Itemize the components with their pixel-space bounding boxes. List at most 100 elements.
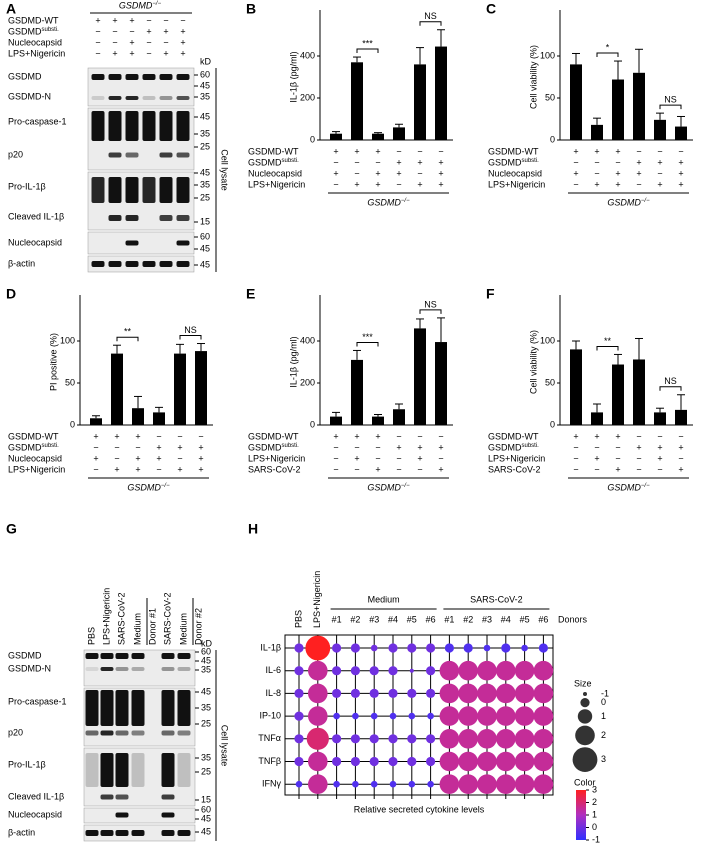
superscript: −/− — [152, 1, 161, 7]
significance-bracket — [356, 48, 379, 54]
blot-band — [115, 667, 129, 671]
dot — [514, 683, 535, 704]
sign: + — [135, 431, 140, 441]
blot-band — [159, 74, 173, 80]
kd-unit: kD — [200, 56, 212, 66]
dot — [294, 711, 304, 721]
blot-band — [159, 261, 173, 267]
dot — [370, 780, 378, 788]
legend-dot — [572, 747, 598, 772]
sign: + — [333, 168, 338, 178]
significance-bracket — [356, 341, 379, 347]
blot-band — [125, 261, 139, 267]
kd-marker: 35 — [201, 702, 211, 712]
condition-label: LPS+Nigericin — [8, 464, 65, 474]
blot-label: β-actin — [8, 258, 35, 268]
blot-band — [91, 111, 105, 141]
bar — [351, 359, 363, 425]
blot-band — [142, 111, 156, 141]
significance-bracket — [419, 309, 442, 314]
dot — [352, 712, 359, 720]
sign: − — [114, 453, 119, 463]
legend-label: 0 — [601, 697, 606, 707]
sign: − — [417, 168, 422, 178]
dot — [426, 734, 436, 744]
sign: − — [657, 168, 662, 178]
significance-label: NS — [424, 11, 437, 21]
sign: − — [396, 431, 401, 441]
y-axis-label: IL-1β (pg/ml) — [288, 51, 298, 102]
condition-label: GSDMDsubsti. — [8, 442, 59, 452]
sign: + — [636, 442, 641, 452]
blot-band — [177, 653, 191, 659]
sign: + — [375, 431, 380, 441]
bar — [351, 62, 363, 140]
dot — [407, 688, 417, 699]
dot — [533, 683, 554, 704]
blot-band — [115, 690, 129, 726]
dot — [427, 780, 434, 788]
blot-band — [161, 794, 175, 800]
dot — [294, 734, 304, 744]
dot — [350, 688, 360, 699]
dot — [496, 774, 516, 794]
dot — [458, 683, 479, 704]
legend-label: 0 — [592, 822, 597, 832]
sign: + — [615, 168, 620, 178]
bar — [675, 126, 687, 140]
sign: − — [129, 26, 134, 36]
sign: + — [594, 431, 599, 441]
lane-label: SARS-CoV-2 — [162, 592, 172, 645]
blot-label: Pro-IL-1β — [8, 759, 46, 769]
sign: + — [657, 157, 662, 167]
sign: + — [354, 179, 359, 189]
sign: − — [615, 157, 620, 167]
blot-band — [108, 152, 122, 158]
significance-label: NS — [664, 94, 677, 104]
column-label: LPS+Nigericin — [312, 571, 322, 628]
dot — [350, 756, 360, 767]
blot-label: Pro-IL-1β — [8, 181, 46, 191]
sign: − — [333, 179, 338, 189]
blot-band — [159, 177, 173, 203]
blot-label: GSDMD — [8, 650, 42, 660]
sign: + — [129, 37, 134, 47]
blot-label: p20 — [8, 149, 23, 159]
dot — [477, 660, 497, 681]
blot-band — [85, 653, 99, 659]
sign: + — [135, 464, 140, 474]
dot — [496, 683, 516, 704]
condition-label: GSDMD-WT — [488, 146, 539, 156]
y-tick-label: 0 — [310, 419, 315, 429]
legend-dot — [583, 692, 587, 696]
sign: − — [594, 442, 599, 452]
blot-band — [161, 690, 175, 726]
bar — [435, 46, 447, 140]
kd-marker: 15 — [201, 794, 211, 804]
sign: − — [333, 464, 338, 474]
blot-band — [176, 261, 190, 267]
dot — [388, 756, 398, 767]
sign: − — [354, 464, 359, 474]
dot — [308, 751, 328, 772]
dot — [444, 643, 454, 653]
legend-label: -1 — [601, 688, 609, 698]
blot-box — [83, 807, 196, 824]
blot-band — [115, 830, 129, 836]
y-axis-label: IL-1β (pg/ml) — [288, 336, 298, 387]
blot-band — [115, 794, 129, 800]
dot — [477, 729, 497, 749]
column-label: #5 — [520, 614, 530, 624]
dot — [370, 644, 378, 652]
bar — [372, 133, 384, 140]
blot-band — [131, 667, 145, 671]
dot — [439, 751, 460, 772]
superscript: substi. — [282, 158, 300, 164]
donor-label: Donor #1 — [147, 608, 157, 645]
sign: + — [438, 157, 443, 167]
dot — [332, 666, 342, 676]
sign: + — [198, 464, 203, 474]
sign: + — [375, 168, 380, 178]
kd-marker: 60 — [200, 231, 210, 241]
dot — [369, 734, 379, 744]
